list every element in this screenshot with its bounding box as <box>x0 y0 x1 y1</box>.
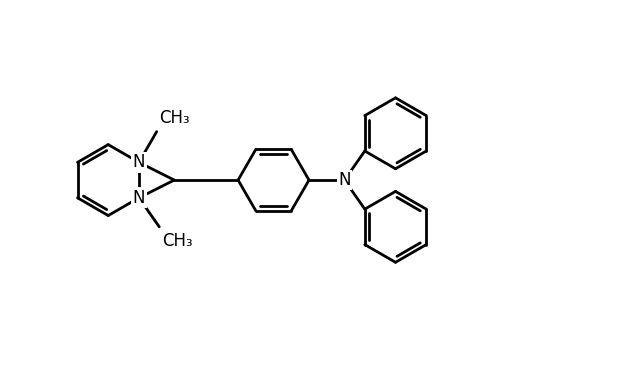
Text: N: N <box>132 189 145 207</box>
Text: CH₃: CH₃ <box>162 232 193 250</box>
Text: N: N <box>132 153 145 171</box>
Text: N: N <box>338 171 351 189</box>
Text: CH₃: CH₃ <box>159 109 190 127</box>
